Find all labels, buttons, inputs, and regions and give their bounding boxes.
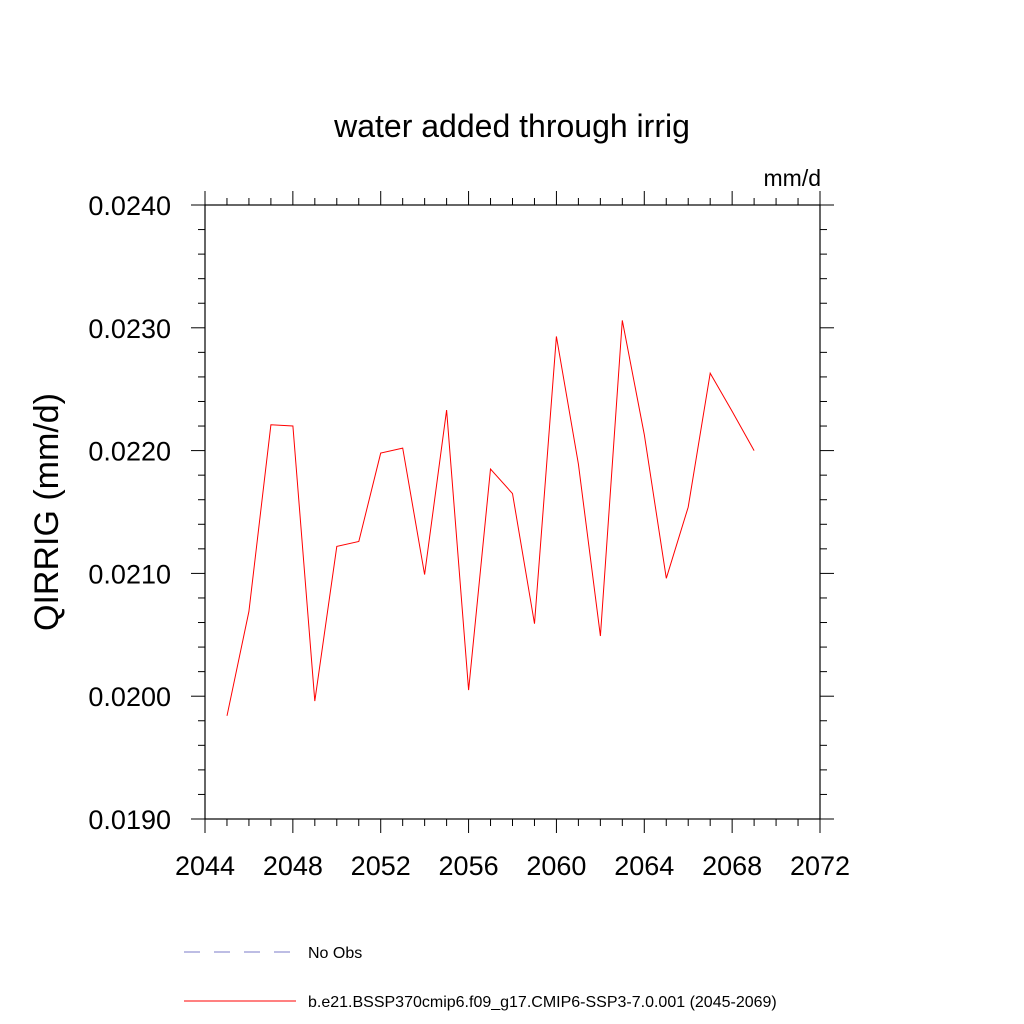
- x-tick-label: 2048: [263, 851, 323, 881]
- y-tick-label: 0.0190: [88, 805, 171, 835]
- x-tick-label: 2056: [439, 851, 499, 881]
- units-label: mm/d: [764, 165, 822, 191]
- series-layer: [226, 320, 755, 716]
- legend: No Obs b.e21.BSSP370cmip6.f09_g17.CMIP6-S…: [184, 945, 777, 1011]
- y-tick-labels: 0.0190 0.0200 0.0210 0.0220 0.0230 0.0240: [88, 191, 171, 835]
- x-tick-label: 2072: [790, 851, 850, 881]
- chart-title: water added through irrig: [333, 108, 690, 144]
- legend-label: b.e21.BSSP370cmip6.f09_g17.CMIP6-SSP3-7.…: [308, 994, 777, 1011]
- y-tick-label: 0.0220: [88, 437, 171, 467]
- plot-frame: [204, 204, 821, 820]
- x-tick-labels: 2044 2048 2052 2056 2060 2064 2068 2072: [175, 851, 850, 881]
- y-tick-label: 0.0240: [88, 191, 171, 221]
- y-tick-label: 0.0210: [88, 559, 171, 589]
- y-tick-label: 0.0200: [88, 682, 171, 712]
- axis-ticks: [191, 191, 834, 833]
- y-tick-label: 0.0230: [88, 314, 171, 344]
- x-tick-label: 2068: [702, 851, 762, 881]
- y-axis-label: QIRRIG (mm/d): [28, 393, 66, 631]
- x-tick-label: 2064: [614, 851, 674, 881]
- x-tick-label: 2052: [351, 851, 411, 881]
- legend-label: No Obs: [308, 945, 362, 962]
- series-line: [226, 320, 755, 716]
- x-tick-label: 2044: [175, 851, 235, 881]
- x-tick-label: 2060: [526, 851, 586, 881]
